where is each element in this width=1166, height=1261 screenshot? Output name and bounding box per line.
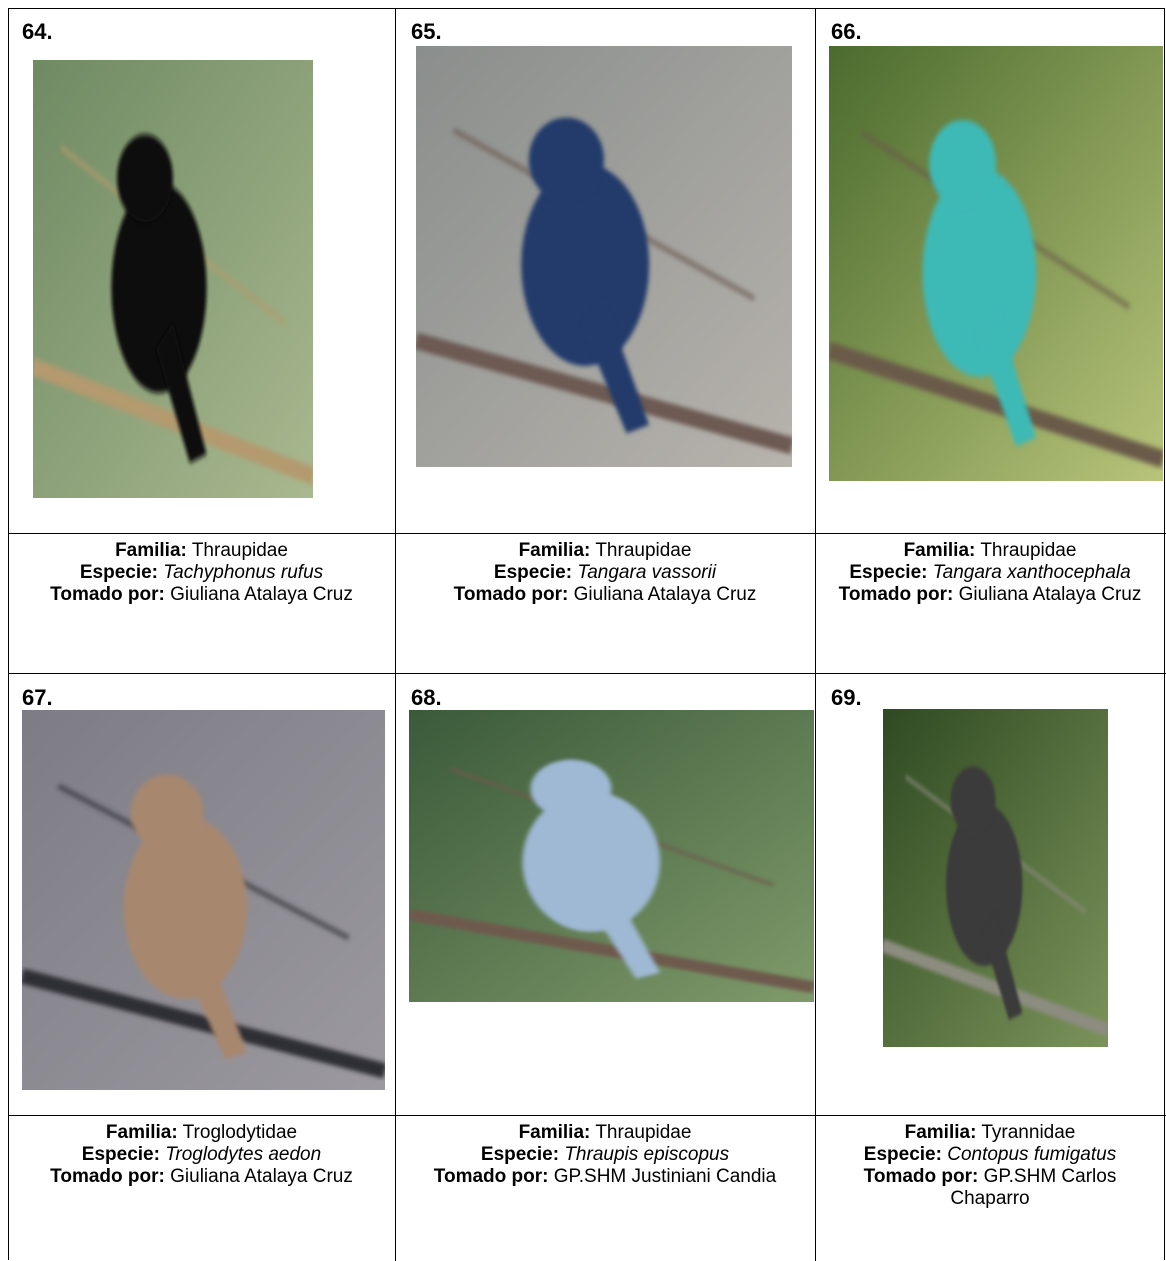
- field-value: Giuliana Atalaya Cruz: [958, 584, 1142, 605]
- field-label: Familia:: [518, 540, 591, 561]
- field-label: Tomado por:: [50, 584, 165, 605]
- field-label: Familia:: [518, 1122, 591, 1143]
- field-value: Thraupidae: [191, 540, 288, 561]
- field-value: Tyrannidae: [981, 1122, 1076, 1143]
- field-label: Especie:: [493, 562, 573, 583]
- field-label: Especie:: [81, 1144, 160, 1165]
- photo-art: [883, 709, 1108, 1047]
- cell-number: 67.: [22, 685, 53, 710]
- row-divider: [8, 1115, 1166, 1116]
- photo-art: [416, 46, 792, 467]
- field-value: Thraupidae: [595, 1122, 692, 1143]
- field-label: Especie:: [480, 1144, 560, 1165]
- field-value: Giuliana Atalaya Cruz: [170, 584, 353, 605]
- photo-art: [409, 710, 814, 1002]
- cell-number: 69.: [831, 685, 862, 710]
- field-label: Especie:: [79, 562, 158, 583]
- caption: Familia: Thraupidae Especie: Tangara vass…: [405, 540, 805, 606]
- field-value: Tachyphonus rufus: [163, 562, 324, 583]
- caption: Familia: Thraupidae Especie: Tangara xant…: [825, 540, 1155, 606]
- field-label: Familia:: [903, 540, 976, 561]
- field-label: Especie:: [863, 1144, 942, 1165]
- field-label: Tomado por:: [453, 584, 569, 605]
- field-value: Thraupidae: [980, 540, 1077, 561]
- column-divider: [815, 8, 816, 1261]
- row-divider: [8, 533, 1166, 534]
- field-label: Tomado por:: [50, 1166, 165, 1187]
- field-label: Especie:: [849, 562, 928, 583]
- bird-photo: [22, 710, 385, 1090]
- field-label: Familia:: [904, 1122, 977, 1143]
- row-divider: [8, 673, 1166, 674]
- field-value: Thraupis episcopus: [564, 1144, 730, 1165]
- bird-photo: [883, 709, 1108, 1047]
- photo-art: [829, 46, 1163, 481]
- field-value: Tangara xanthocephala: [932, 562, 1131, 583]
- field-label: Familia:: [105, 1122, 178, 1143]
- field-value: Thraupidae: [595, 540, 692, 561]
- field-value: Troglodytidae: [182, 1122, 298, 1143]
- field-label: Familia:: [115, 540, 187, 561]
- field-label: Tomado por:: [838, 584, 954, 605]
- field-label: Tomado por:: [433, 1166, 549, 1187]
- cell-number: 66.: [831, 19, 862, 44]
- table-frame: [8, 8, 1165, 1260]
- cell-number: 65.: [411, 19, 442, 44]
- column-divider: [395, 8, 396, 1261]
- bird-photo: [409, 710, 814, 1002]
- caption: Familia: Thraupidae Especie: Thraupis epi…: [405, 1122, 805, 1188]
- caption: Familia: Thraupidae Especie: Tachyphonus …: [18, 540, 385, 606]
- field-label: Tomado por:: [863, 1166, 979, 1187]
- bird-photo: [33, 60, 313, 498]
- cell-number: 64.: [22, 19, 53, 44]
- caption: Familia: Tyrannidae Especie: Contopus fum…: [825, 1122, 1155, 1210]
- field-value: GP.SHM Carlos Chaparro: [950, 1166, 1117, 1209]
- field-value: Giuliana Atalaya Cruz: [573, 584, 757, 605]
- bird-photo: [416, 46, 792, 467]
- photo-art: [22, 710, 385, 1090]
- field-value: Giuliana Atalaya Cruz: [170, 1166, 353, 1187]
- field-value: Contopus fumigatus: [947, 1144, 1117, 1165]
- field-value: Troglodytes aedon: [165, 1144, 322, 1165]
- bird-photo: [829, 46, 1163, 481]
- cell-number: 68.: [411, 685, 442, 710]
- photo-art: [33, 60, 313, 498]
- caption: Familia: Troglodytidae Especie: Troglodyt…: [18, 1122, 385, 1188]
- field-value: GP.SHM Justiniani Candia: [553, 1166, 777, 1187]
- field-value: Tangara vassorii: [577, 562, 717, 583]
